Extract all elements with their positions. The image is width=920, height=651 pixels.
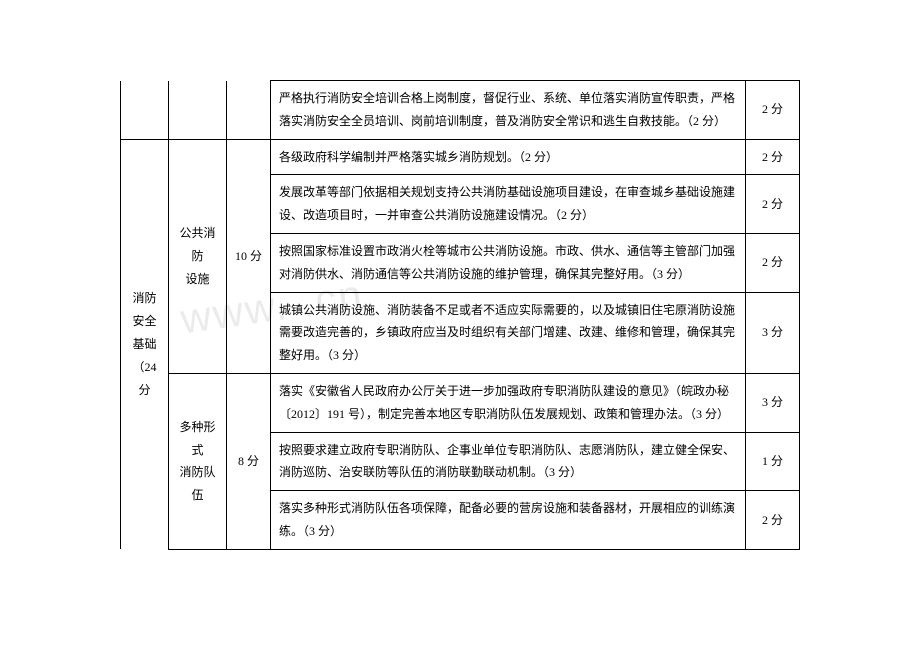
criteria-description: 落实《安徽省人民政府办公厅关于进一步加强政府专职消防队建设的意见》（皖政办秘〔2…	[271, 373, 746, 432]
criteria-description: 各级政府科学编制并严格落实城乡消防规划。（2 分）	[271, 139, 746, 175]
category-level2: 公共消防设施	[169, 139, 227, 373]
score-cell: 1 分	[746, 432, 800, 491]
assessment-table: 严格执行消防安全培训合格上岗制度，督促行业、系统、单位落实消防宣传职责，严格落实…	[120, 80, 800, 550]
criteria-description: 发展改革等部门依据相关规划支持公共消防基础设施项目建设，在审查城乡基础设施建设、…	[271, 175, 746, 234]
category-level2	[169, 81, 227, 140]
criteria-description: 城镇公共消防设施、消防装备不足或者不适应实际需要的，以及城镇旧住宅原消防设施需要…	[271, 292, 746, 373]
table-row: 严格执行消防安全培训合格上岗制度，督促行业、系统、单位落实消防宣传职责，严格落实…	[121, 81, 800, 140]
criteria-description: 按照要求建立政府专职消防队、企事业单位专职消防队、志愿消防队，建立健全保安、消防…	[271, 432, 746, 491]
score-cell: 2 分	[746, 139, 800, 175]
category-level1	[121, 81, 169, 140]
score-cell: 2 分	[746, 233, 800, 292]
score-cell: 3 分	[746, 373, 800, 432]
criteria-description: 按照国家标准设置市政消火栓等城市公共消防设施。市政、供水、通信等主管部门加强对消…	[271, 233, 746, 292]
table-row: 消防安全基础（24 分公共消防设施10 分各级政府科学编制并严格落实城乡消防规划…	[121, 139, 800, 175]
subtotal-points: 8 分	[227, 373, 271, 549]
subtotal-points	[227, 81, 271, 140]
score-cell: 2 分	[746, 81, 800, 140]
category-level2: 多种形式消防队伍	[169, 373, 227, 549]
category-level1: 消防安全基础（24 分	[121, 139, 169, 549]
table-row: 多种形式消防队伍8 分落实《安徽省人民政府办公厅关于进一步加强政府专职消防队建设…	[121, 373, 800, 432]
score-cell: 3 分	[746, 292, 800, 373]
score-cell: 2 分	[746, 491, 800, 550]
criteria-description: 严格执行消防安全培训合格上岗制度，督促行业、系统、单位落实消防宣传职责，严格落实…	[271, 81, 746, 140]
score-cell: 2 分	[746, 175, 800, 234]
subtotal-points: 10 分	[227, 139, 271, 373]
criteria-description: 落实多种形式消防队伍各项保障，配备必要的营房设施和装备器材，开展相应的训练演练。…	[271, 491, 746, 550]
